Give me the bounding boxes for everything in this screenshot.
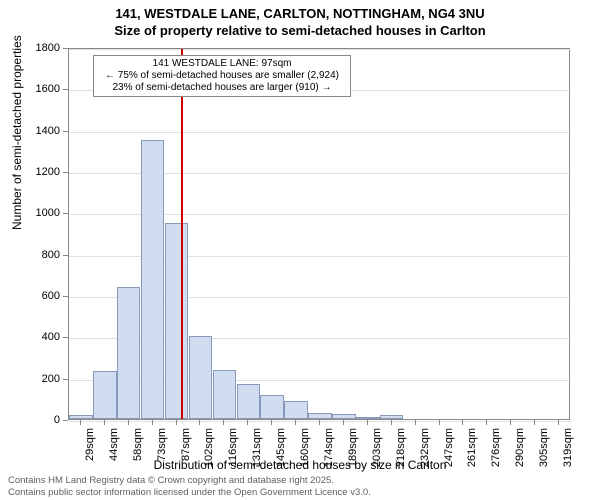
y-tick	[63, 296, 68, 297]
x-tick	[247, 420, 248, 425]
y-tick	[63, 420, 68, 421]
histogram-bar	[260, 395, 283, 419]
x-tick	[128, 420, 129, 425]
y-tick-label: 200	[0, 373, 60, 385]
y-tick-label: 1600	[0, 83, 60, 95]
footer-attribution: Contains HM Land Registry data © Crown c…	[8, 475, 371, 498]
x-tick	[558, 420, 559, 425]
x-tick	[343, 420, 344, 425]
grid-line	[69, 421, 571, 422]
chart-container: 141, WESTDALE LANE, CARLTON, NOTTINGHAM,…	[0, 0, 600, 500]
x-tick	[295, 420, 296, 425]
histogram-bar	[284, 401, 307, 419]
x-tick	[80, 420, 81, 425]
histogram-bar	[308, 413, 331, 419]
y-tick-label: 1400	[0, 125, 60, 137]
histogram-bar	[93, 371, 116, 419]
x-tick	[319, 420, 320, 425]
annotation-line1: 141 WESTDALE LANE: 97sqm	[98, 58, 346, 70]
y-tick-label: 0	[0, 414, 60, 426]
x-tick	[176, 420, 177, 425]
histogram-bar	[332, 414, 355, 419]
y-tick	[63, 172, 68, 173]
x-tick	[271, 420, 272, 425]
histogram-bar	[141, 140, 164, 419]
grid-line	[69, 49, 571, 50]
x-tick	[152, 420, 153, 425]
x-axis-title: Distribution of semi-detached houses by …	[0, 458, 600, 472]
x-tick	[104, 420, 105, 425]
x-tick	[199, 420, 200, 425]
y-tick-label: 400	[0, 331, 60, 343]
x-tick	[534, 420, 535, 425]
x-tick	[486, 420, 487, 425]
plot-area: 141 WESTDALE LANE: 97sqm← 75% of semi-de…	[68, 48, 570, 420]
histogram-bar	[380, 415, 403, 419]
annotation-line2: ← 75% of semi-detached houses are smalle…	[98, 70, 346, 82]
y-tick	[63, 213, 68, 214]
histogram-bar	[213, 370, 236, 419]
x-tick	[367, 420, 368, 425]
chart-title: 141, WESTDALE LANE, CARLTON, NOTTINGHAM,…	[0, 0, 600, 40]
y-tick	[63, 337, 68, 338]
x-tick	[391, 420, 392, 425]
y-tick	[63, 48, 68, 49]
x-tick	[439, 420, 440, 425]
y-tick	[63, 255, 68, 256]
annotation-box: 141 WESTDALE LANE: 97sqm← 75% of semi-de…	[93, 55, 351, 97]
histogram-bar	[69, 415, 92, 419]
x-tick	[223, 420, 224, 425]
y-tick	[63, 89, 68, 90]
footer-line1: Contains HM Land Registry data © Crown c…	[8, 475, 371, 486]
histogram-bar	[356, 417, 379, 419]
y-tick	[63, 379, 68, 380]
title-line1: 141, WESTDALE LANE, CARLTON, NOTTINGHAM,…	[0, 6, 600, 23]
histogram-bar	[237, 384, 260, 419]
x-tick	[462, 420, 463, 425]
x-tick	[510, 420, 511, 425]
y-tick-label: 1000	[0, 207, 60, 219]
annotation-line3: 23% of semi-detached houses are larger (…	[98, 82, 346, 94]
y-tick-label: 600	[0, 290, 60, 302]
title-line2: Size of property relative to semi-detach…	[0, 23, 600, 40]
histogram-bar	[165, 223, 188, 419]
x-tick	[415, 420, 416, 425]
y-tick	[63, 131, 68, 132]
y-tick-label: 800	[0, 249, 60, 261]
histogram-bar	[117, 287, 140, 419]
y-tick-label: 1800	[0, 42, 60, 54]
grid-line	[69, 132, 571, 133]
footer-line2: Contains public sector information licen…	[8, 487, 371, 498]
y-tick-label: 1200	[0, 166, 60, 178]
histogram-bar	[189, 336, 212, 419]
marker-line	[181, 49, 183, 419]
